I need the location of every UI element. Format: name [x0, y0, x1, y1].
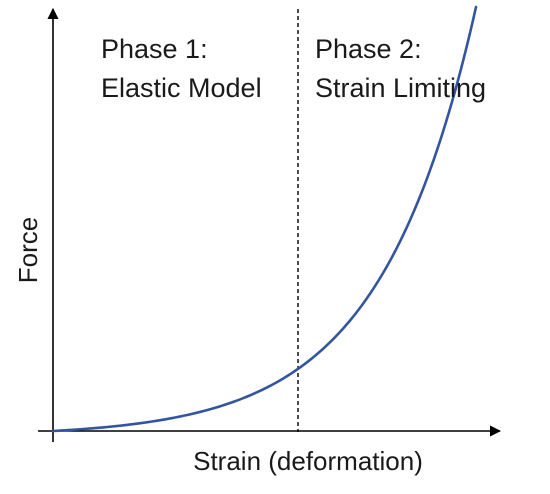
phase1-title: Phase 1:	[101, 34, 208, 64]
phase2-subtitle: Strain Limiting	[315, 73, 486, 103]
phase2-title: Phase 2:	[315, 34, 422, 64]
force-strain-curve	[51, 5, 478, 433]
phase1-subtitle: Elastic Model	[101, 73, 262, 103]
y-axis-label: Force	[13, 217, 43, 283]
x-axis-label: Strain (deformation)	[193, 446, 423, 476]
